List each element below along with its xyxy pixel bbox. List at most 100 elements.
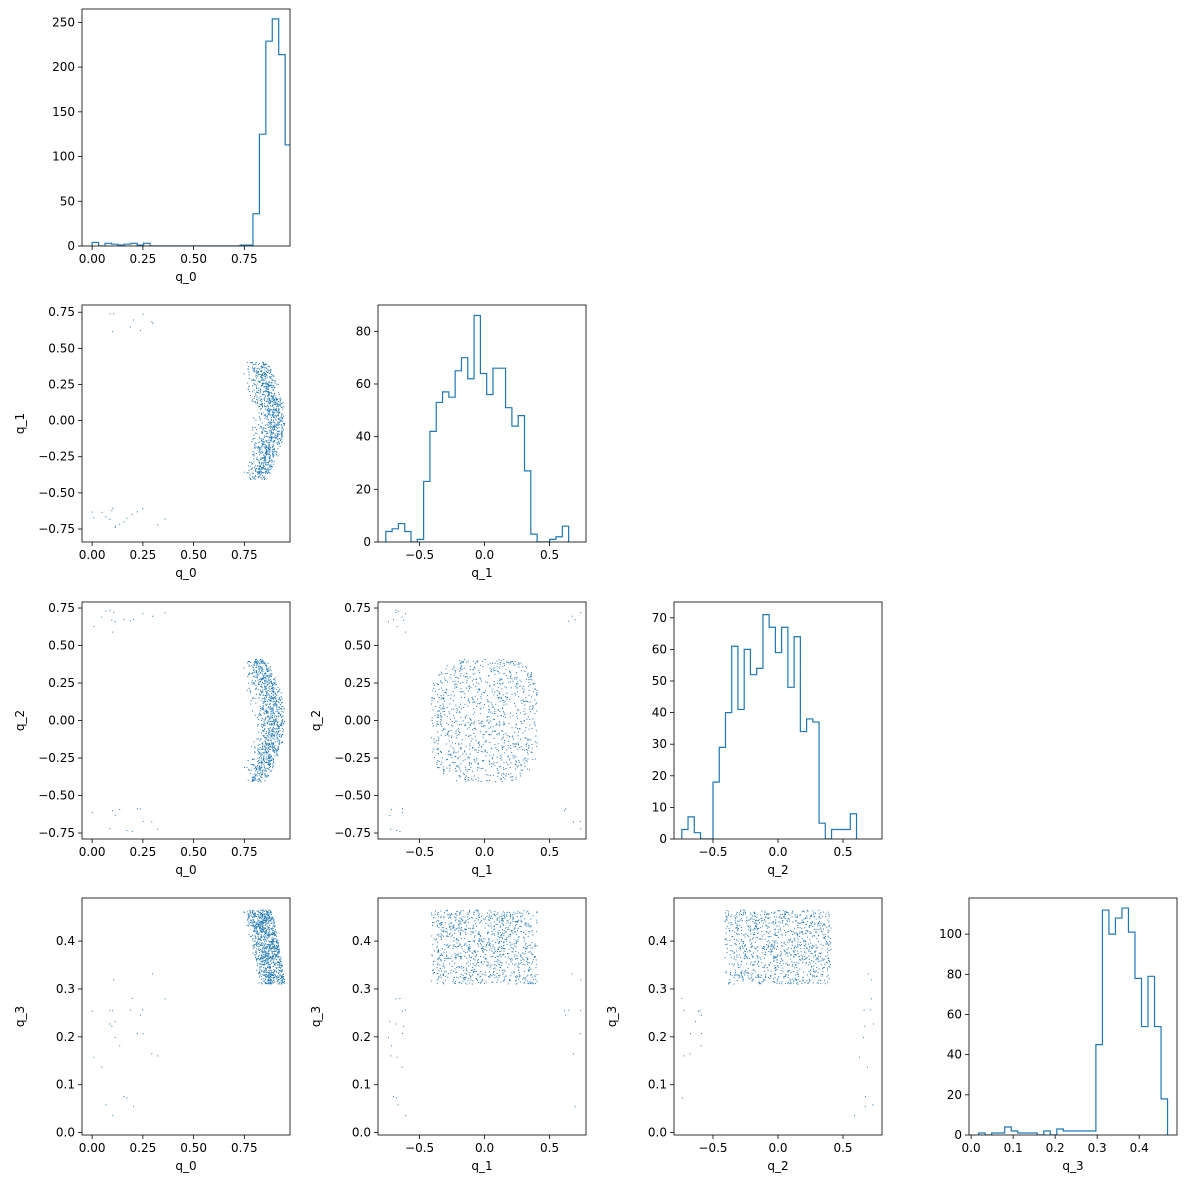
- scatter-point: [277, 732, 279, 734]
- scatter-point: [484, 938, 486, 940]
- scatter-point: [278, 712, 280, 714]
- scatter-point: [271, 917, 273, 919]
- scatter-point: [257, 780, 259, 782]
- scatter-point: [259, 927, 261, 929]
- scatter-point: [258, 673, 260, 675]
- scatter-point: [528, 925, 530, 927]
- scatter-point: [527, 675, 529, 677]
- scatter-point: [252, 368, 254, 370]
- scatter-point: [515, 951, 517, 953]
- scatter-point: [270, 429, 272, 431]
- scatter-point: [273, 938, 275, 940]
- scatter-point: [274, 380, 276, 382]
- scatter-point: [271, 378, 273, 380]
- scatter-point: [261, 369, 263, 371]
- scatter-point: [266, 960, 268, 962]
- scatter-point: [444, 711, 446, 713]
- scatter-point: [256, 453, 258, 455]
- scatter-point: [254, 747, 256, 749]
- scatter-point: [274, 682, 276, 684]
- scatter-point: [269, 975, 271, 977]
- scatter-point: [260, 470, 262, 472]
- scatter-point: [262, 974, 264, 976]
- scatter-point: [275, 423, 277, 425]
- scatter-point: [455, 976, 457, 978]
- scatter-point: [521, 921, 523, 923]
- scatter-point: [278, 726, 280, 728]
- scatter-point: [256, 663, 258, 665]
- scatter-point: [266, 923, 268, 925]
- scatter-point: [401, 616, 403, 618]
- scatter-point: [524, 766, 526, 768]
- scatter-point: [457, 681, 459, 683]
- scatter-point: [131, 997, 133, 999]
- scatter-point: [276, 731, 278, 733]
- scatter-point: [499, 700, 501, 702]
- scatter-point: [252, 672, 254, 674]
- scatter-point: [252, 922, 254, 924]
- scatter-point: [467, 916, 469, 918]
- scatter-point: [265, 368, 267, 370]
- scatter-point: [499, 710, 501, 712]
- scatter-point: [262, 980, 264, 982]
- scatter-point: [251, 915, 253, 917]
- scatter-point: [278, 707, 280, 709]
- scatter-point: [262, 971, 264, 973]
- scatter-point: [470, 686, 472, 688]
- scatter-point: [277, 691, 279, 693]
- scatter-point: [261, 916, 263, 918]
- x-tick-label: 0.0: [475, 845, 494, 859]
- scatter-point: [450, 914, 452, 916]
- scatter-point: [477, 910, 479, 912]
- scatter-point: [275, 427, 277, 429]
- scatter-point: [257, 958, 259, 960]
- scatter-point: [266, 933, 268, 935]
- scatter-point: [264, 773, 266, 775]
- scatter-point: [505, 914, 507, 916]
- scatter-point: [257, 370, 259, 372]
- scatter-point: [519, 981, 521, 983]
- scatter-point: [487, 961, 489, 963]
- scatter-point: [248, 913, 250, 915]
- scatter-point: [501, 688, 503, 690]
- scatter-point: [497, 962, 499, 964]
- scatter-point: [114, 815, 116, 817]
- scatter-point: [525, 727, 527, 729]
- scatter-point: [269, 408, 271, 410]
- scatter-point: [278, 969, 280, 971]
- scatter-point: [264, 920, 266, 922]
- scatter-point: [264, 408, 266, 410]
- scatter-point: [255, 666, 257, 668]
- scatter-point: [534, 758, 536, 760]
- scatter-point: [265, 756, 267, 758]
- scatter-point: [264, 699, 266, 701]
- scatter-point: [505, 687, 507, 689]
- scatter-point: [266, 435, 268, 437]
- scatter-point: [255, 957, 257, 959]
- scatter-point: [497, 733, 499, 735]
- scatter-point: [261, 383, 263, 385]
- scatter-point: [253, 664, 255, 666]
- scatter-point: [273, 678, 275, 680]
- scatter-point: [529, 711, 531, 713]
- scatter-point: [281, 708, 283, 710]
- scatter-point: [263, 765, 265, 767]
- scatter-point: [456, 686, 458, 688]
- scatter-point: [111, 1025, 113, 1027]
- scatter-point: [441, 687, 443, 689]
- scatter-point: [250, 379, 252, 381]
- scatter-point: [509, 670, 511, 672]
- scatter-point: [272, 709, 274, 711]
- scatter-point: [269, 727, 271, 729]
- scatter-point: [452, 680, 454, 682]
- scatter-point: [275, 454, 277, 456]
- scatter-point: [274, 436, 276, 438]
- scatter-point: [580, 828, 582, 830]
- scatter-point: [438, 714, 440, 716]
- scatter-point: [267, 468, 269, 470]
- scatter-point: [264, 753, 266, 755]
- scatter-point: [261, 661, 263, 663]
- scatter-point: [278, 409, 280, 411]
- scatter-point: [436, 721, 438, 723]
- scatter-point: [257, 778, 259, 780]
